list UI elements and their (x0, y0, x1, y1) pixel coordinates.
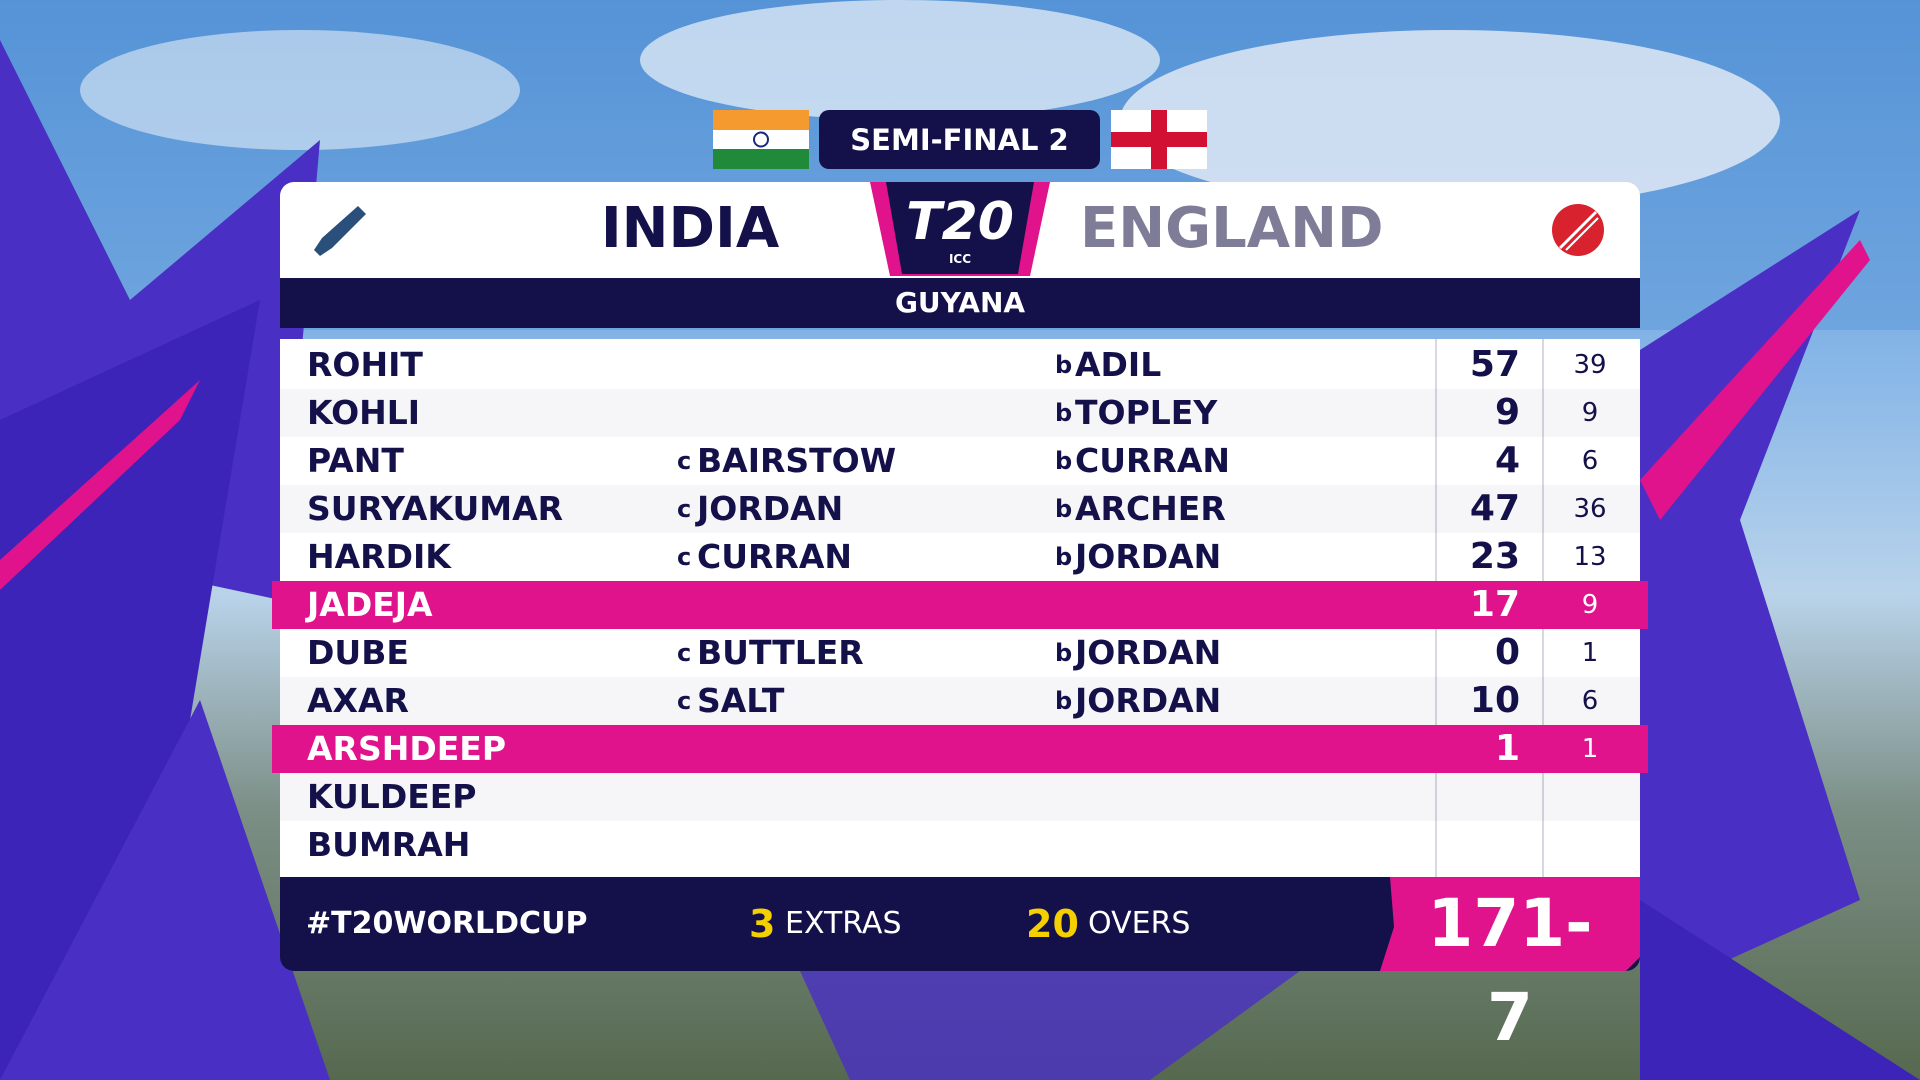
dismissal-prefix: c (677, 687, 692, 715)
bowler: JORDAN (1075, 681, 1222, 720)
england-flag (1111, 110, 1207, 169)
runs: 47 (1469, 488, 1520, 529)
batter-name: AXAR (307, 681, 409, 720)
venue-band (280, 278, 1640, 328)
batter-row: PANT c BAIRSTOW b CURRAN 4 6 (280, 437, 1640, 485)
bowler: JORDAN (1075, 633, 1222, 672)
balls: 9 (1581, 590, 1599, 620)
batter-row: JADEJA 17 9 (272, 581, 1648, 629)
balls: 9 (1581, 398, 1599, 428)
fielder: CURRAN (697, 537, 852, 576)
runs: 0 (1494, 632, 1520, 673)
total: 171-7 (1427, 885, 1593, 1056)
dismissal-prefix: b (1055, 639, 1073, 667)
dismissal-prefix: c (677, 447, 692, 475)
dismissal-prefix: b (1055, 447, 1073, 475)
bowler: ARCHER (1075, 489, 1226, 528)
dismissal-prefix: b (1055, 543, 1073, 571)
logo: T20 (906, 192, 1014, 252)
bowler: ADIL (1075, 345, 1162, 384)
batting-team: INDIA (600, 196, 780, 261)
fielder: BUTTLER (697, 633, 864, 672)
bowling-team: ENGLAND (1080, 196, 1384, 261)
batter-name: JADEJA (307, 585, 433, 624)
batter-row: KOHLI b TOPLEY 9 9 (280, 389, 1640, 437)
footer: #T20WORLDCUP 3 EXTRAS 20 OVERS 171-7 (280, 877, 1640, 1056)
batter-name: KOHLI (307, 393, 421, 432)
logo-sub: ICC (948, 252, 972, 266)
ball-icon (1552, 204, 1604, 256)
batter-name: SURYAKUMAR (307, 489, 564, 528)
logo-bg (870, 182, 1050, 276)
fielder: JORDAN (697, 489, 844, 528)
dismissal-prefix: b (1055, 351, 1073, 379)
dismissal-prefix: c (677, 495, 692, 523)
batter-row: BUMRAH (280, 821, 1640, 869)
batter-row: ROHIT b ADIL 57 39 (280, 341, 1640, 389)
balls: 6 (1581, 446, 1599, 476)
batter-name: BUMRAH (307, 825, 471, 864)
batter-row: AXAR c SALT b JORDAN 10 6 (280, 677, 1640, 725)
bowler: TOPLEY (1075, 393, 1218, 432)
batter-name: ARSHDEEP (307, 729, 506, 768)
batter-name: HARDIK (307, 537, 451, 576)
balls: 39 (1573, 350, 1607, 380)
dismissal-prefix: b (1055, 399, 1073, 427)
bowler: CURRAN (1075, 441, 1230, 480)
balls: 36 (1573, 494, 1607, 524)
hashtag: #T20WORLDCUP (306, 906, 588, 941)
batting-rows: ROHIT b ADIL 57 39 KOHLI b TOPLEY 9 9 PANT c BAIRSTO… (272, 339, 1648, 877)
runs: 9 (1494, 392, 1520, 433)
batter-name: ROHIT (307, 345, 423, 384)
batter-row: KULDEEP (280, 773, 1640, 821)
runs: 10 (1469, 680, 1520, 721)
overs-value: 20 (1026, 902, 1079, 946)
batter-row: SURYAKUMAR c JORDAN b ARCHER 47 36 (280, 485, 1640, 533)
batter-row: ARSHDEEP 1 1 (272, 725, 1648, 773)
stage-label: SEMI-FINAL 2 (819, 110, 1100, 169)
india-flag (713, 110, 809, 169)
batter-name: DUBE (307, 633, 409, 672)
bat-icon (314, 206, 366, 256)
dismissal-prefix: b (1055, 687, 1073, 715)
runs: 17 (1469, 584, 1520, 625)
dismissal-prefix: c (677, 639, 692, 667)
dismissal-prefix: c (677, 543, 692, 571)
balls: 6 (1581, 686, 1599, 716)
dismissal-prefix: b (1055, 495, 1073, 523)
runs: 23 (1469, 536, 1520, 577)
total-bg (1380, 877, 1640, 971)
extras-value: 3 (749, 902, 776, 946)
runs: 57 (1469, 344, 1520, 385)
balls: 1 (1581, 638, 1599, 668)
bowler: JORDAN (1075, 537, 1222, 576)
runs: 1 (1494, 728, 1520, 769)
balls: 1 (1581, 734, 1599, 764)
fielder: SALT (697, 681, 785, 720)
overs-label: OVERS (1088, 906, 1191, 941)
extras-label: EXTRAS (785, 906, 902, 941)
balls: 13 (1573, 542, 1607, 572)
venue: GUYANA (894, 286, 1026, 319)
runs: 4 (1494, 440, 1520, 481)
batter-row: HARDIK c CURRAN b JORDAN 23 13 (280, 533, 1640, 581)
batter-row: DUBE c BUTTLER b JORDAN 0 1 (280, 629, 1640, 677)
scorecard: INDIA ENGLAND T20 ICC GUYANA ROHIT b ADIL 5… (272, 182, 1648, 1056)
fielder: BAIRSTOW (697, 441, 897, 480)
batter-name: PANT (307, 441, 404, 480)
batter-name: KULDEEP (307, 777, 477, 816)
